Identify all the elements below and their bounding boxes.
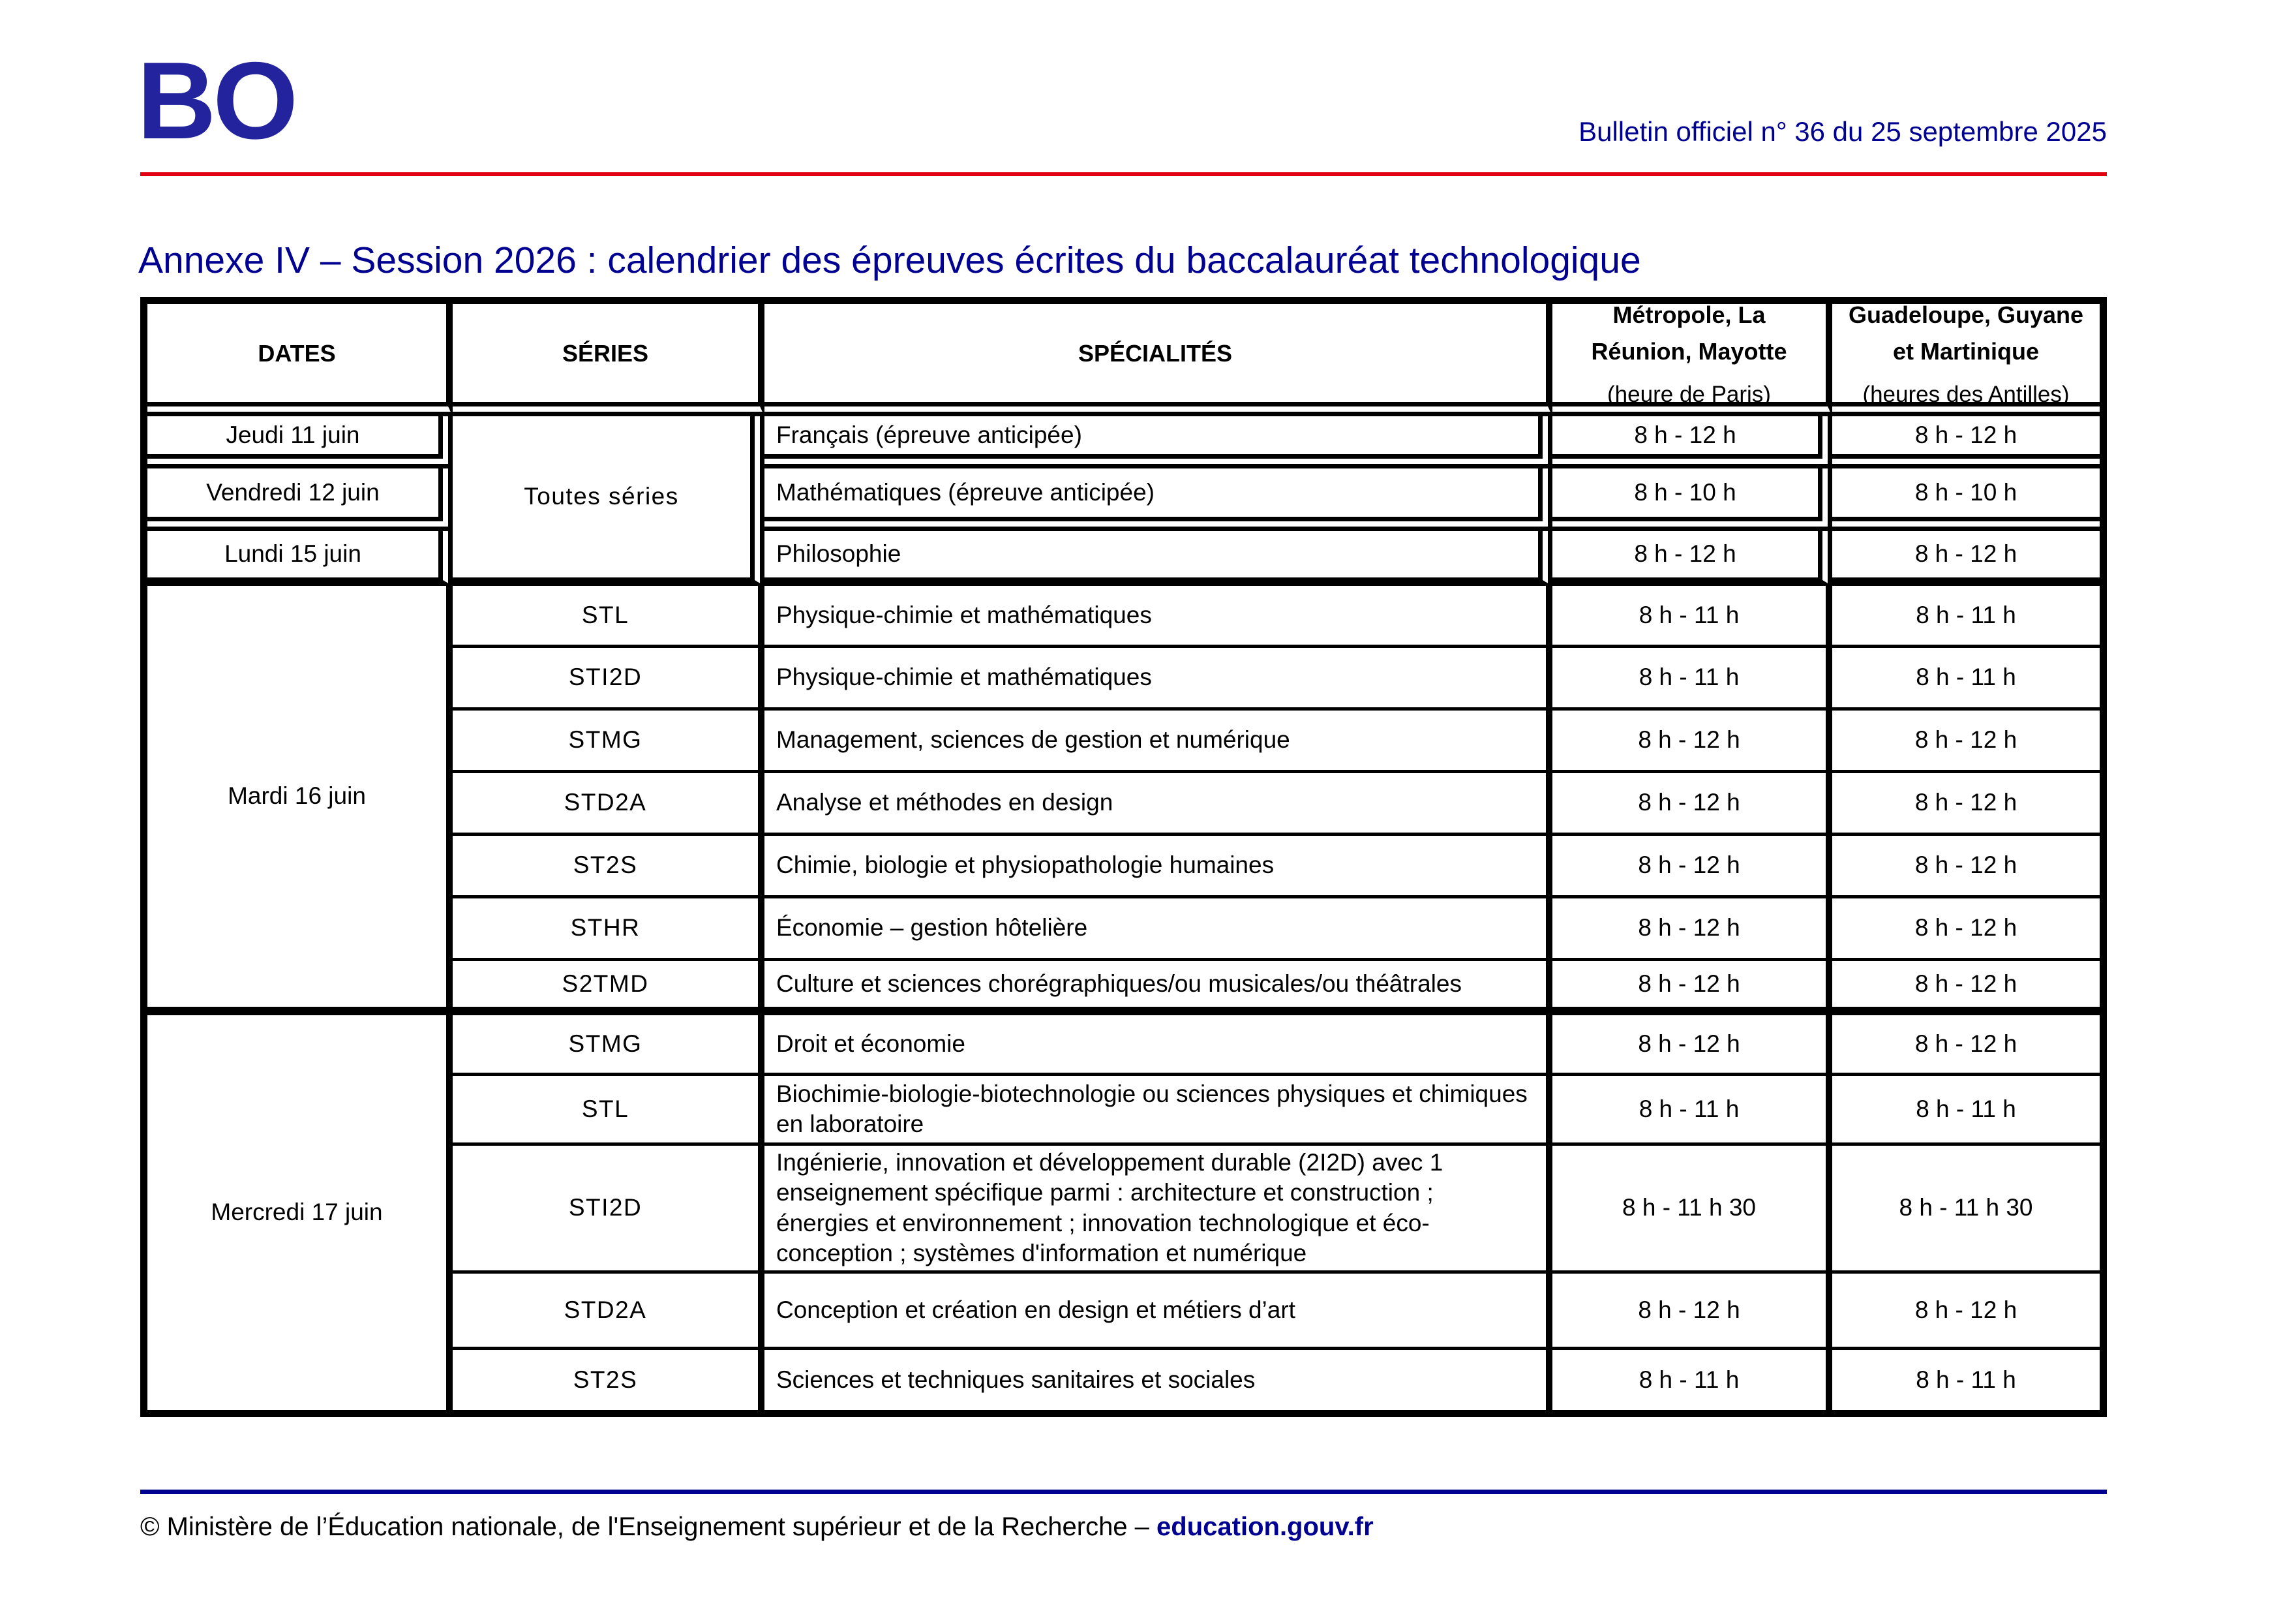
footer-copyright-text: © Ministère de l’Éducation nationale, de… [140,1512,1157,1541]
time-paris-cell-11: 8 h - 11 h [1552,1076,1832,1146]
series-cell-13: STD2A [453,1274,764,1350]
specialty-cell-11: Biochimie-biologie-biotechnologie ou sci… [764,1076,1552,1146]
series-cell-7: ST2S [453,836,764,898]
series-cell-9: S2TMD [453,961,764,1015]
series-cell-10: STMG [453,1015,764,1076]
time-antilles-cell-7: 8 h - 12 h [1832,836,2100,898]
date-cell-mercredi-17-juin: Mercredi 17 juin [147,1015,453,1410]
series-cell-8: STHR [453,898,764,961]
time-paris-cell-14: 8 h - 11 h [1552,1350,1832,1410]
series-cell-6: STD2A [453,773,764,836]
specialty-cell-14: Sciences et techniques sanitaires et soc… [764,1350,1552,1410]
header-cell-antilles-time: Guadeloupe, Guyane et Martinique (heures… [1832,304,2100,416]
footer-education-gouv-link[interactable]: education.gouv.fr [1156,1512,1374,1541]
specialty-cell-13: Conception et création en design et méti… [764,1274,1552,1350]
header-paris-line1: Métropole, La [1612,304,1766,329]
time-antilles-cell-0: 8 h - 12 h [1832,416,2100,468]
series-cell-14: ST2S [453,1350,764,1410]
time-antilles-cell-4: 8 h - 11 h [1832,648,2100,711]
specialty-cell-5: Management, sciences de gestion et numér… [764,711,1552,773]
time-paris-cell-1: 8 h - 10 h [1552,468,1832,531]
specialty-cell-4: Physique-chimie et mathématiques [764,648,1552,711]
time-paris-cell-9: 8 h - 12 h [1552,961,1832,1015]
series-cell-5: STMG [453,711,764,773]
series-cell-11: STL [453,1076,764,1146]
specialty-cell-12: Ingénierie, innovation et développement … [764,1146,1552,1274]
header-cell-paris-time: Métropole, La Réunion, Mayotte (heure de… [1552,304,1832,416]
specialty-cell-francais: Français (épreuve anticipée) [764,416,1552,468]
time-paris-cell-12: 8 h - 11 h 30 [1552,1146,1832,1274]
footer-rule [140,1490,2107,1494]
specialty-cell-6: Analyse et méthodes en design [764,773,1552,836]
header-red-rule [140,172,2107,176]
specialty-cell-10: Droit et économie [764,1015,1552,1076]
header-paris-sub: (heure de Paris) [1607,381,1771,407]
series-cell-3: STL [453,586,764,648]
time-paris-cell-10: 8 h - 12 h [1552,1015,1832,1076]
time-antilles-cell-10: 8 h - 12 h [1832,1015,2100,1076]
date-cell-lundi-15-juin: Lundi 15 juin [147,531,453,586]
time-paris-cell-2: 8 h - 12 h [1552,531,1832,586]
header-cell-series: SÉRIES [453,304,764,416]
time-antilles-cell-6: 8 h - 12 h [1832,773,2100,836]
time-antilles-cell-2: 8 h - 12 h [1832,531,2100,586]
time-paris-cell-5: 8 h - 12 h [1552,711,1832,773]
header-paris-line2: Réunion, Mayotte [1591,338,1787,365]
series-cell-12: STI2D [453,1146,764,1274]
time-paris-cell-7: 8 h - 12 h [1552,836,1832,898]
specialty-cell-mathematiques: Mathématiques (épreuve anticipée) [764,468,1552,531]
header-antilles-line1: Guadeloupe, Guyane [1848,304,2084,329]
series-cell-toutes-series: Toutes séries [453,416,764,586]
page-title: Annexe IV – Session 2026 : calendrier de… [138,239,1641,281]
time-paris-cell-6: 8 h - 12 h [1552,773,1832,836]
time-paris-cell-13: 8 h - 12 h [1552,1274,1832,1350]
time-antilles-cell-1: 8 h - 10 h [1832,468,2100,531]
time-paris-cell-3: 8 h - 11 h [1552,586,1832,648]
series-cell-4: STI2D [453,648,764,711]
bo-logo: BO [137,39,298,162]
time-antilles-cell-12: 8 h - 11 h 30 [1832,1146,2100,1274]
time-paris-cell-0: 8 h - 12 h [1552,416,1832,468]
exam-calendar-table: DATES SÉRIES SPÉCIALITÉS Métropole, La R… [140,297,2107,1417]
time-antilles-cell-11: 8 h - 11 h [1832,1076,2100,1146]
header-antilles-line2: et Martinique [1892,338,2039,365]
bulletin-issue-label: Bulletin officiel n° 36 du 25 septembre … [1578,116,2107,147]
time-antilles-cell-8: 8 h - 12 h [1832,898,2100,961]
date-cell-jeudi-11-juin: Jeudi 11 juin [147,416,453,468]
specialty-cell-7: Chimie, biologie et physiopathologie hum… [764,836,1552,898]
time-antilles-cell-9: 8 h - 12 h [1832,961,2100,1015]
time-antilles-cell-14: 8 h - 11 h [1832,1350,2100,1410]
time-paris-cell-8: 8 h - 12 h [1552,898,1832,961]
header-cell-dates: DATES [147,304,453,416]
footer-copyright: © Ministère de l’Éducation nationale, de… [140,1512,1374,1542]
date-cell-vendredi-12-juin: Vendredi 12 juin [147,468,453,531]
time-paris-cell-4: 8 h - 11 h [1552,648,1832,711]
header-antilles-sub: (heures des Antilles) [1862,381,2070,407]
specialty-cell-9: Culture et sciences chorégraphiques/ou m… [764,961,1552,1015]
time-antilles-cell-5: 8 h - 12 h [1832,711,2100,773]
specialty-cell-3: Physique-chimie et mathématiques [764,586,1552,648]
time-antilles-cell-13: 8 h - 12 h [1832,1274,2100,1350]
time-antilles-cell-3: 8 h - 11 h [1832,586,2100,648]
specialty-cell-8: Économie – gestion hôtelière [764,898,1552,961]
header-cell-specialites: SPÉCIALITÉS [764,304,1552,416]
date-cell-mardi-16-juin: Mardi 16 juin [147,586,453,1015]
specialty-cell-philosophie: Philosophie [764,531,1552,586]
